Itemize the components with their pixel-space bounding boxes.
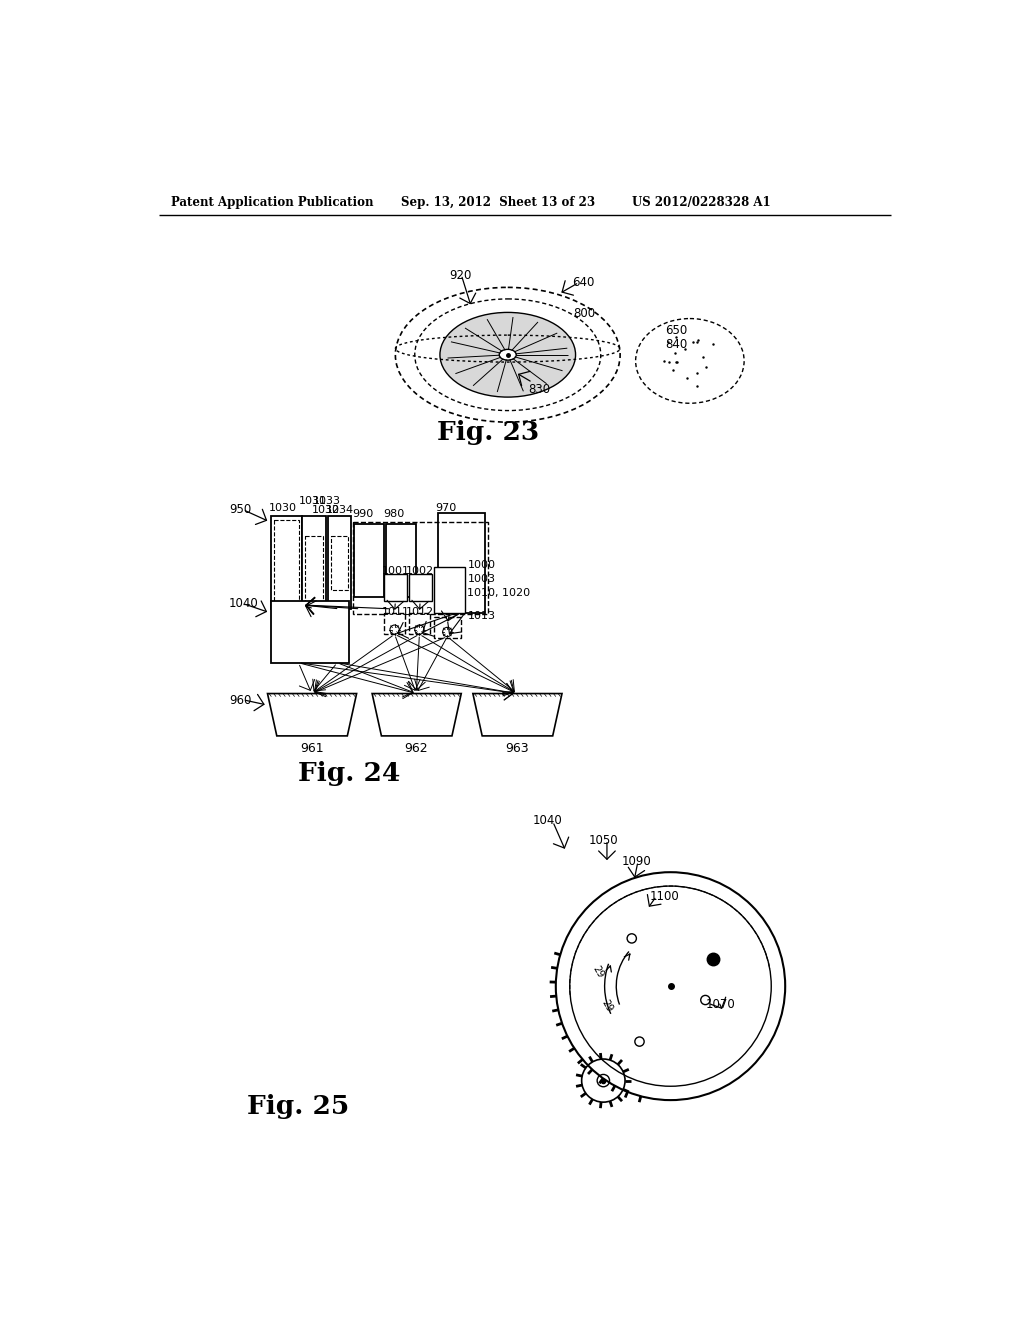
Text: 990: 990 [352,508,373,519]
Text: Fig. 23: Fig. 23 [437,420,540,445]
Text: 650: 650 [665,323,687,337]
Text: Sep. 13, 2012  Sheet 13 of 23: Sep. 13, 2012 Sheet 13 of 23 [400,195,595,209]
Text: Patent Application Publication: Patent Application Publication [171,195,373,209]
Bar [274,520,299,606]
Text: 1090: 1090 [622,855,651,869]
Text: 1001: 1001 [381,566,410,577]
Text: 1100: 1100 [649,890,679,903]
Text: 29: 29 [591,965,606,981]
Text: 960: 960 [228,693,251,706]
Bar [384,574,407,601]
Bar [409,612,430,635]
Bar [384,612,406,635]
Bar [331,536,348,590]
Text: 1040: 1040 [228,597,258,610]
Text: 800: 800 [572,308,595,319]
Text: 1034: 1034 [326,506,353,515]
Text: 963: 963 [505,742,528,755]
Ellipse shape [500,350,516,360]
Text: 640: 640 [572,276,595,289]
Text: 962: 962 [404,742,428,755]
Bar [438,512,484,612]
Ellipse shape [440,313,575,397]
Bar [302,516,326,609]
Bar [271,516,302,609]
Text: 970: 970 [435,503,457,513]
Text: 1031: 1031 [299,496,328,506]
Text: 830: 830 [528,383,550,396]
Text: 1050: 1050 [589,834,618,847]
Text: 950: 950 [228,503,251,516]
Text: 1070: 1070 [706,998,735,1011]
Bar [354,524,384,597]
Text: US 2012/0228328 A1: US 2012/0228328 A1 [632,195,770,209]
Text: 1000: 1000 [467,560,496,569]
Polygon shape [267,693,356,737]
Text: 1013: 1013 [467,611,496,622]
Text: 920: 920 [449,268,471,281]
Text: 1032: 1032 [311,506,340,515]
Text: 1010, 1020: 1010, 1020 [467,589,530,598]
Polygon shape [372,693,461,737]
Text: 1012: 1012 [406,607,433,616]
Bar [409,574,432,601]
Text: 1003: 1003 [467,574,496,585]
Text: 1030: 1030 [269,503,297,513]
Text: 980: 980 [384,508,406,519]
Bar [305,536,323,605]
Text: 1033: 1033 [313,496,341,506]
Text: 1011: 1011 [381,607,410,616]
Text: Fig. 24: Fig. 24 [298,760,400,785]
Bar [434,616,461,638]
Text: 1002: 1002 [407,566,434,577]
Polygon shape [473,693,562,737]
Bar [352,521,488,614]
Text: 840: 840 [665,338,687,351]
Text: Fig. 25: Fig. 25 [248,1094,349,1119]
Bar [328,516,351,609]
Bar [271,601,349,663]
Bar [386,524,416,597]
Bar [434,566,465,612]
Text: 29: 29 [599,998,614,1014]
Text: 961: 961 [300,742,324,755]
Text: 1040: 1040 [532,814,562,828]
